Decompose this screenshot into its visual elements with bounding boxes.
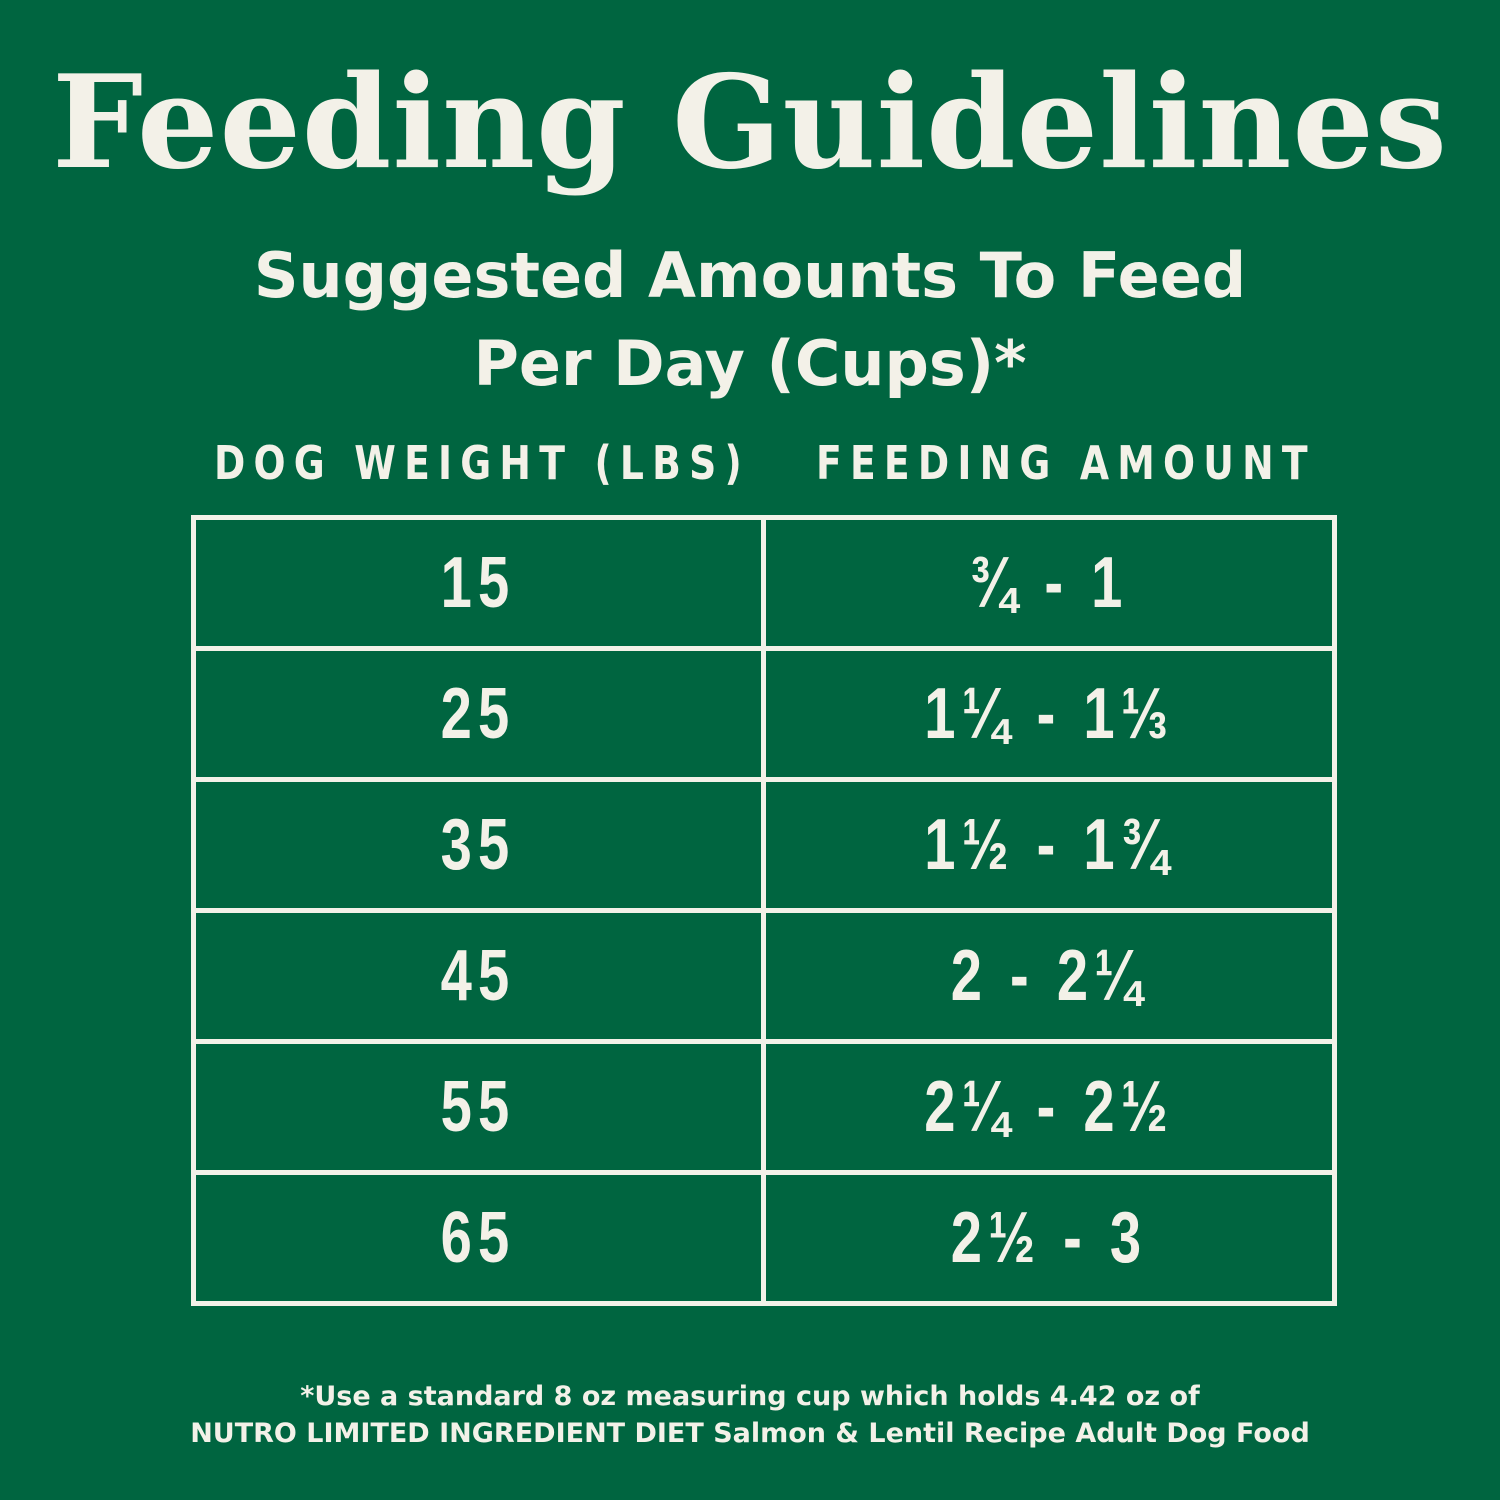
- feeding-table: 15 ¾ - 1 25 1¼ - 1⅓ 35 1½ - 1¾ 45 2 - 2¼…: [191, 515, 1337, 1306]
- weight-cell: 25: [191, 646, 766, 782]
- weight-cell: 65: [191, 1170, 766, 1306]
- footnote: *Use a standard 8 oz measuring cup which…: [0, 1378, 1500, 1452]
- table-row: 45 2 - 2¼: [191, 908, 1337, 1044]
- weight-cell: 35: [191, 777, 766, 913]
- table-row: 65 2½ - 3: [191, 1170, 1337, 1306]
- table-row: 35 1½ - 1¾: [191, 777, 1337, 913]
- table-row: 15 ¾ - 1: [191, 515, 1337, 651]
- subtitle: Suggested Amounts To Feed Per Day (Cups)…: [0, 232, 1500, 408]
- weight-cell: 55: [191, 1039, 766, 1175]
- page-title: Feeding Guidelines: [52, 48, 1448, 198]
- amount-cell: 1½ - 1¾: [761, 777, 1337, 913]
- amount-cell: 2¼ - 2½: [761, 1039, 1337, 1175]
- weight-cell: 15: [191, 515, 766, 651]
- table-row: 55 2¼ - 2½: [191, 1039, 1337, 1175]
- column-header-amount: FEEDING AMOUNT: [816, 436, 1316, 490]
- column-header-weight: DOG WEIGHT (LBS): [214, 436, 750, 490]
- footnote-line-2: NUTRO LIMITED INGREDIENT DIET Salmon & L…: [190, 1418, 1310, 1449]
- amount-cell: 2 - 2¼: [761, 908, 1337, 1044]
- amount-cell: 2½ - 3: [761, 1170, 1337, 1306]
- weight-cell: 45: [191, 908, 766, 1044]
- amount-cell: 1¼ - 1⅓: [761, 646, 1337, 782]
- subtitle-line-1: Suggested Amounts To Feed: [253, 239, 1247, 312]
- footnote-line-1: *Use a standard 8 oz measuring cup which…: [300, 1381, 1200, 1412]
- subtitle-line-2: Per Day (Cups)*: [473, 327, 1027, 400]
- amount-cell: ¾ - 1: [761, 515, 1337, 651]
- table-row: 25 1¼ - 1⅓: [191, 646, 1337, 782]
